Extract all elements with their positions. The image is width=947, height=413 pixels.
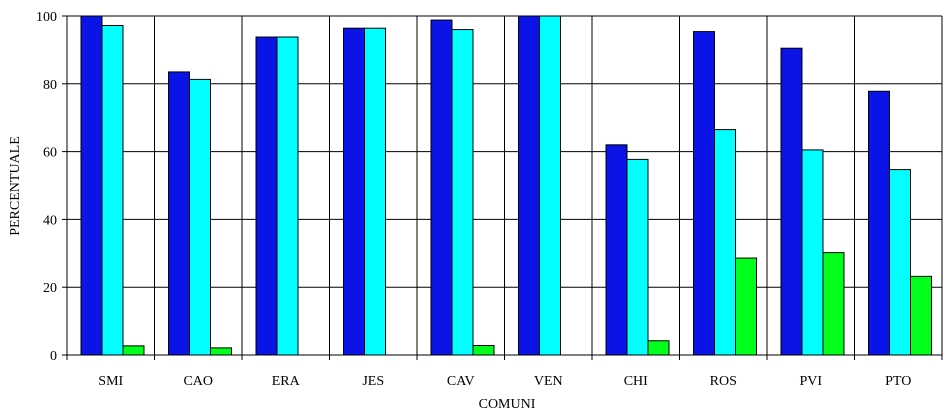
x-tick-label-chi: CHI: [624, 374, 648, 389]
y-tick-label: 20: [43, 281, 57, 296]
y-axis-title: PERCENTUALE: [8, 136, 23, 236]
x-tick-labels: SMI CAO ERA JES CAV VEN CHI ROS PVI PTO: [98, 374, 911, 389]
axes: [62, 15, 943, 360]
bar-ros-series-3: [735, 257, 757, 356]
bar-era-series-2: [276, 36, 299, 356]
bar-pvi-series-3: [822, 252, 845, 356]
bar-smi-series-1: [80, 15, 103, 356]
y-tick-label: 40: [43, 213, 57, 228]
bar-pvi-series-2: [801, 149, 824, 356]
y-tick-label: 60: [43, 146, 57, 161]
x-axis-title: COMUNI: [479, 397, 536, 412]
bar-jes-series-2: [364, 27, 386, 356]
y-tick-label: 100: [36, 10, 57, 25]
bar-cao-series-1: [168, 71, 190, 356]
bar-cav-series-2: [451, 29, 474, 356]
bar-cao-series-2: [189, 78, 211, 356]
bar-ven-series-1: [518, 15, 540, 356]
bar-smi-series-3: [122, 345, 145, 356]
bar-era-series-1: [255, 36, 278, 356]
y-tick-label: 0: [50, 349, 57, 364]
bar-jes-series-1: [343, 27, 365, 356]
x-tick-label-era: ERA: [272, 374, 301, 389]
x-tick-label-cav: CAV: [447, 374, 475, 389]
bar-cao-series-3: [210, 347, 232, 356]
bar-smi-series-2: [101, 24, 124, 356]
bar-pvi-series-1: [780, 47, 803, 356]
bar-ros-series-1: [693, 31, 715, 356]
x-tick-label-cao: CAO: [183, 374, 213, 389]
x-tick-label-smi: SMI: [98, 374, 123, 389]
bar-cav-series-3: [472, 345, 495, 356]
bar-chi-series-2: [626, 158, 649, 356]
bar-cav-series-1: [430, 19, 453, 356]
bars: [80, 15, 932, 356]
bar-pto-series-3: [910, 275, 932, 356]
bar-chi-series-3: [647, 340, 670, 356]
x-tick-label-pvi: PVI: [799, 374, 822, 389]
bar-pto-series-1: [868, 90, 890, 356]
x-tick-label-jes: JES: [362, 374, 384, 389]
bar-ros-series-2: [714, 129, 736, 356]
x-tick-label-ven: VEN: [534, 374, 563, 389]
bar-chi-series-1: [605, 144, 628, 356]
x-tick-label-ros: ROS: [710, 374, 737, 389]
bar-pto-series-2: [889, 169, 911, 356]
x-tick-label-pto: PTO: [885, 374, 911, 389]
bar-ven-series-2: [539, 15, 561, 356]
y-tick-labels: 0 20 40 60 80 100: [36, 10, 57, 364]
y-tick-label: 80: [43, 78, 57, 93]
